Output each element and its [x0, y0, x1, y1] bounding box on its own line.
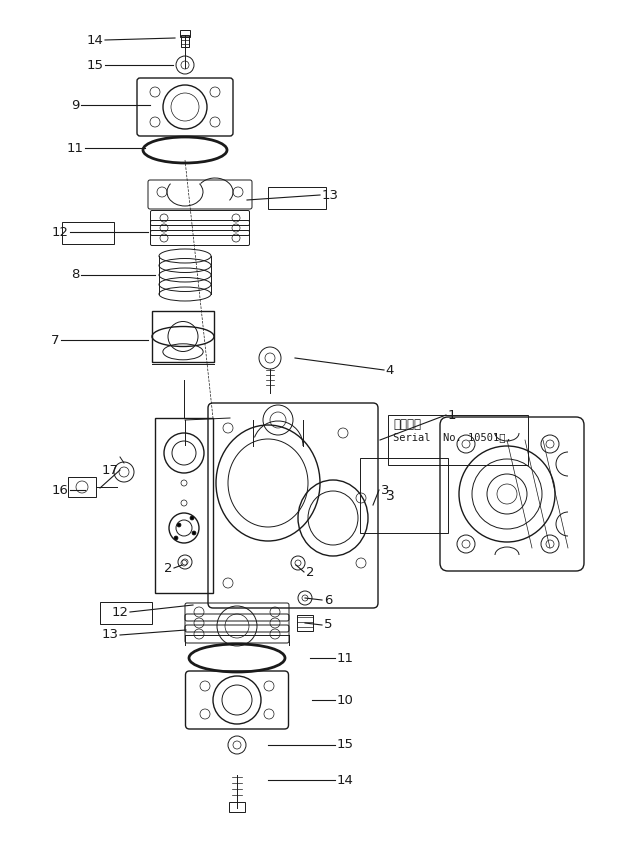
Bar [268, 187, 326, 209]
Text: 4: 4 [386, 363, 394, 376]
Text: 6: 6 [324, 594, 332, 607]
Bar [152, 311, 214, 362]
Bar [181, 35, 189, 47]
Text: 適用号機: 適用号機 [393, 418, 421, 431]
Text: 3: 3 [387, 488, 395, 502]
Text: 8: 8 [71, 268, 79, 281]
Text: 7: 7 [51, 333, 59, 346]
Circle shape [177, 523, 181, 527]
Text: 13: 13 [322, 189, 339, 201]
Text: 12: 12 [52, 225, 68, 238]
Text: 15: 15 [336, 739, 353, 752]
Bar [68, 477, 96, 497]
Bar [62, 222, 114, 244]
Bar [297, 615, 313, 631]
Bar [100, 602, 152, 624]
Circle shape [174, 536, 178, 540]
Text: 11: 11 [66, 141, 84, 154]
Text: 2: 2 [306, 566, 315, 578]
Text: 5: 5 [323, 619, 332, 632]
Text: 10: 10 [337, 693, 353, 706]
Bar [360, 458, 448, 533]
Bar [155, 418, 213, 593]
Text: 11: 11 [336, 651, 353, 664]
Text: Serial  No. 10501〜.: Serial No. 10501〜. [393, 432, 512, 442]
Bar [388, 415, 528, 465]
Bar [229, 802, 245, 812]
Text: 1: 1 [448, 409, 456, 422]
Text: 16: 16 [52, 483, 68, 496]
Text: 12: 12 [112, 606, 128, 619]
Circle shape [190, 516, 194, 520]
Text: 17: 17 [101, 464, 119, 476]
Bar [180, 30, 190, 37]
Text: 15: 15 [87, 58, 103, 71]
Text: 3: 3 [381, 483, 389, 496]
Text: 14: 14 [87, 33, 103, 46]
Text: 13: 13 [101, 628, 119, 642]
Text: 9: 9 [71, 99, 79, 111]
Text: 14: 14 [337, 774, 353, 787]
Circle shape [192, 531, 196, 535]
Text: 2: 2 [164, 561, 172, 574]
